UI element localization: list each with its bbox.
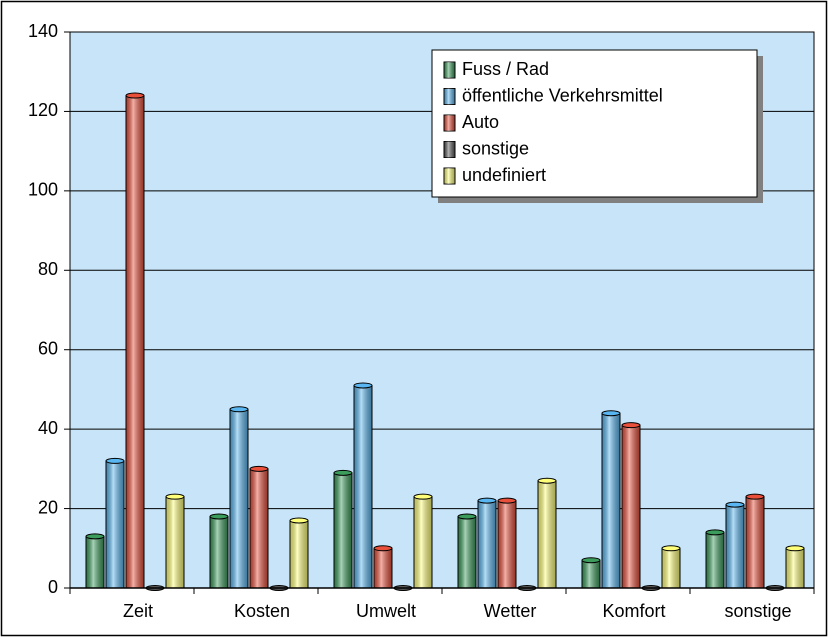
bar-shine (458, 516, 476, 588)
bar-cap (725, 501, 745, 508)
y-tick-label: 20 (38, 497, 58, 517)
bar-shine (582, 560, 600, 588)
bar-cap (249, 465, 269, 472)
bar-shine (230, 409, 248, 588)
bar-cap (209, 513, 229, 520)
bar-cap (413, 493, 433, 500)
y-tick-label: 140 (28, 21, 58, 41)
x-tick-label: Wetter (484, 601, 537, 621)
bar-shine (706, 532, 724, 588)
bar-shine (622, 425, 640, 588)
bar-shine (106, 460, 124, 588)
legend-swatch-shine (444, 115, 455, 131)
bar-cap (229, 406, 249, 413)
x-tick-label: Zeit (123, 601, 153, 621)
bar-cap (745, 493, 765, 500)
bar-shine (126, 95, 144, 589)
y-tick-label: 80 (38, 259, 58, 279)
bar-cap (621, 422, 641, 429)
legend-label: Auto (462, 112, 499, 132)
bar-cap (581, 557, 601, 564)
legend-label: sonstige (462, 138, 529, 158)
bar-shine (334, 472, 352, 588)
bar-cap (785, 545, 805, 552)
y-tick-label: 40 (38, 418, 58, 438)
y-tick-label: 0 (48, 577, 58, 597)
bar-shine (786, 548, 804, 588)
legend-swatch-shine (444, 62, 455, 78)
bar-cap (333, 469, 353, 476)
legend-label: undefiniert (462, 165, 546, 185)
bar-cap (497, 497, 517, 504)
bar-cap (601, 410, 621, 417)
bar-cap (85, 533, 105, 540)
bar-shine (662, 548, 680, 588)
bar-cap (165, 493, 185, 500)
bar-shine (250, 468, 268, 588)
y-tick-label: 60 (38, 338, 58, 358)
legend-swatch-shine (444, 141, 455, 158)
bar-cap (125, 92, 145, 99)
bar-cap (537, 477, 557, 484)
legend-label: öffentliche Verkehrsmittel (462, 85, 663, 105)
x-tick-label: sonstige (724, 601, 791, 621)
bar-shine (166, 496, 184, 588)
bar-shine (726, 504, 744, 588)
bar-cap (457, 513, 477, 520)
y-tick-label: 100 (28, 180, 58, 200)
bar-cap (477, 497, 497, 504)
bar-shine (210, 516, 228, 588)
bar-cap (705, 529, 725, 536)
bar-shine (538, 480, 556, 588)
bar-shine (374, 548, 392, 588)
bar-shine (290, 520, 308, 588)
bar-shine (746, 496, 764, 588)
bar-shine (602, 413, 620, 588)
bar-shine (414, 496, 432, 588)
legend-swatch-shine (444, 168, 455, 184)
bar-shine (354, 385, 372, 588)
bar-cap (661, 545, 681, 552)
bar-cap (289, 517, 309, 524)
bar-shine (498, 500, 516, 588)
legend-swatch-shine (444, 88, 455, 105)
bar-shine (86, 536, 104, 588)
x-tick-label: Umwelt (356, 601, 416, 621)
legend-box (431, 49, 758, 198)
bar-cap (353, 382, 373, 389)
bar-shine (478, 500, 496, 588)
x-tick-label: Komfort (602, 601, 665, 621)
legend-label: Fuss / Rad (462, 59, 549, 79)
bar-cap (105, 457, 125, 464)
y-tick-label: 120 (28, 100, 58, 120)
bar-cap (373, 545, 393, 552)
x-tick-label: Kosten (234, 601, 290, 621)
